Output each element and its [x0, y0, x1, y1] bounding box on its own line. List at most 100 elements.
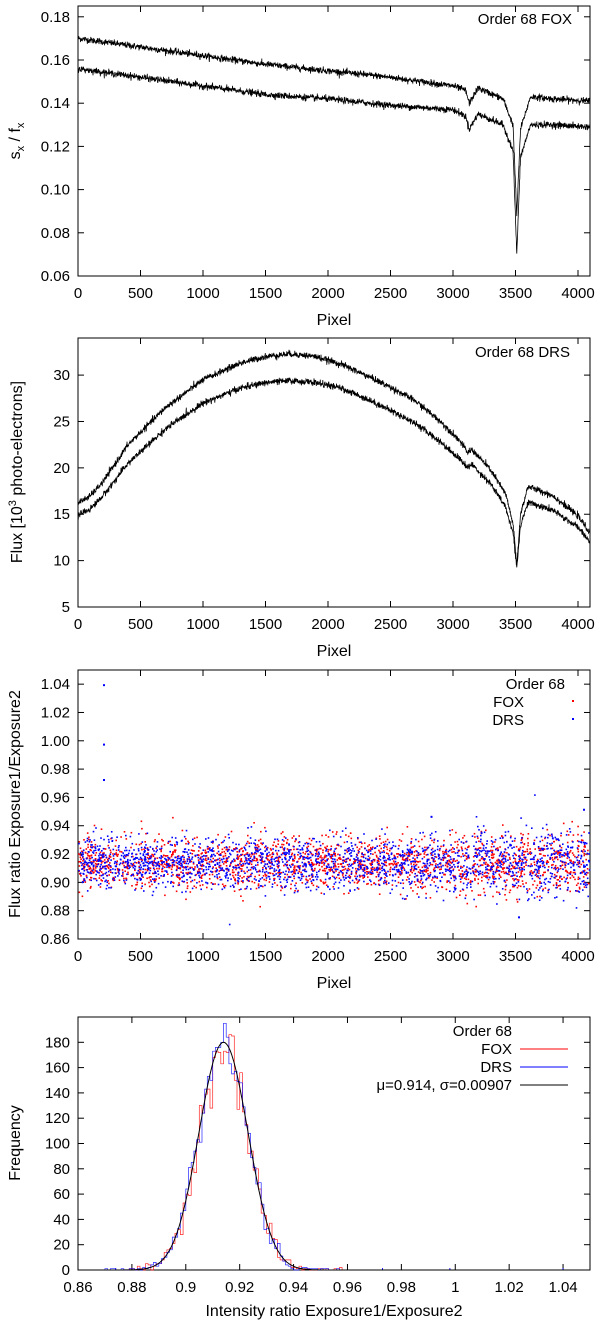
- scatter-point: [376, 869, 378, 871]
- scatter-point: [274, 860, 276, 863]
- scatter-point: [222, 869, 225, 872]
- scatter-point: [256, 850, 258, 852]
- scatter-point: [230, 861, 232, 864]
- scatter-point: [315, 858, 317, 861]
- scatter-point: [301, 848, 304, 851]
- scatter-point: [244, 872, 246, 874]
- scatter-point: [575, 856, 578, 859]
- scatter-point: [521, 860, 524, 863]
- scatter-point: [477, 825, 479, 828]
- scatter-point: [467, 855, 470, 858]
- scatter-point: [383, 869, 385, 871]
- scatter-point: [194, 854, 196, 857]
- scatter-point: [522, 846, 524, 848]
- scatter-point: [410, 840, 413, 843]
- scatter-point: [329, 855, 332, 858]
- scatter-point: [176, 859, 178, 862]
- scatter-point: [305, 886, 308, 889]
- scatter-point: [582, 889, 584, 891]
- scatter-point: [202, 870, 205, 873]
- scatter-point: [362, 854, 365, 856]
- scatter-point: [393, 868, 396, 871]
- scatter-point: [369, 862, 371, 865]
- scatter-point: [255, 852, 258, 855]
- scatter-point: [513, 846, 515, 848]
- scatter-point: [120, 858, 122, 861]
- scatter-point: [415, 875, 418, 877]
- scatter-point: [476, 855, 479, 857]
- scatter-point: [210, 882, 213, 884]
- scatter-point: [384, 840, 387, 843]
- scatter-point: [304, 883, 307, 885]
- scatter-point: [350, 872, 353, 874]
- scatter-point: [481, 873, 484, 876]
- x-tick-label: 500: [128, 948, 153, 965]
- scatter-point: [250, 860, 253, 863]
- scatter-point: [419, 881, 421, 884]
- scatter-point: [172, 874, 174, 876]
- scatter-point: [405, 857, 408, 860]
- scatter-point: [567, 855, 569, 857]
- scatter-point: [345, 849, 347, 852]
- scatter-point: [512, 865, 514, 867]
- scatter-point: [87, 838, 90, 841]
- x-tick-label: 4000: [561, 616, 594, 633]
- scatter-point: [345, 858, 347, 861]
- scatter-point: [384, 833, 386, 835]
- scatter-point: [402, 857, 404, 859]
- scatter-point: [427, 874, 430, 877]
- scatter-point: [156, 863, 158, 866]
- scatter-point: [302, 844, 305, 847]
- scatter-point: [220, 854, 222, 856]
- scatter-point: [300, 855, 302, 857]
- scatter-point: [281, 839, 284, 841]
- scatter-point: [362, 874, 365, 877]
- scatter-point: [435, 866, 437, 868]
- scatter-point: [263, 878, 265, 881]
- scatter-point: [522, 833, 524, 836]
- scatter-point: [507, 873, 509, 875]
- scatter-point: [427, 869, 429, 872]
- scatter-point: [391, 879, 394, 882]
- scatter-point: [176, 875, 178, 877]
- outlier-point: [103, 779, 105, 782]
- scatter-point: [370, 862, 373, 864]
- scatter-point: [559, 877, 561, 879]
- scatter-point: [141, 882, 143, 885]
- scatter-point: [373, 869, 376, 871]
- scatter-point: [82, 856, 84, 859]
- scatter-point: [508, 871, 510, 873]
- scatter-point: [258, 849, 260, 851]
- scatter-point: [92, 846, 94, 848]
- scatter-point: [485, 875, 487, 877]
- scatter-point: [173, 860, 176, 862]
- scatter-point: [335, 865, 337, 868]
- scatter-point: [383, 847, 385, 849]
- scatter-point: [100, 863, 102, 866]
- scatter-point: [415, 860, 418, 863]
- scatter-point: [459, 881, 462, 883]
- scatter-point: [333, 867, 335, 869]
- scatter-point: [171, 871, 173, 874]
- scatter-point: [471, 890, 473, 892]
- scatter-point: [250, 826, 253, 828]
- scatter-point: [392, 841, 394, 843]
- scatter-point: [216, 845, 219, 847]
- scatter-point: [465, 873, 467, 875]
- scatter-point: [107, 838, 110, 841]
- scatter-point: [572, 861, 575, 863]
- scatter-point: [437, 866, 439, 869]
- scatter-point: [472, 870, 474, 872]
- scatter-point: [167, 865, 170, 867]
- scatter-point: [497, 849, 499, 852]
- scatter-point: [151, 883, 153, 886]
- scatter-point: [348, 868, 351, 871]
- scatter-point: [283, 840, 285, 842]
- x-tick-labels: 0 500 1000 1500 2000 2500 3000 3500 4000: [74, 948, 595, 965]
- scatter-point: [325, 854, 328, 857]
- scatter-point: [510, 875, 512, 878]
- scatter-point: [346, 848, 349, 850]
- scatter-point: [98, 857, 101, 859]
- scatter-point: [397, 881, 400, 884]
- scatter-point: [168, 865, 171, 867]
